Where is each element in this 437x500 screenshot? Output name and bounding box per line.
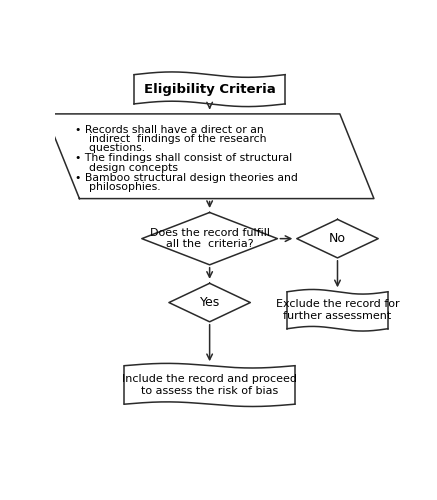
Polygon shape: [169, 284, 250, 322]
Text: • The findings shall consist of structural: • The findings shall consist of structur…: [75, 154, 292, 164]
Text: No: No: [329, 232, 346, 245]
Text: questions.: questions.: [75, 143, 145, 153]
Text: design concepts: design concepts: [75, 162, 178, 172]
Text: Exclude the record for
further assessment: Exclude the record for further assessmen…: [276, 300, 399, 321]
Polygon shape: [142, 212, 277, 265]
Polygon shape: [297, 220, 378, 258]
Text: Yes: Yes: [200, 296, 220, 309]
Text: philosophies.: philosophies.: [75, 182, 160, 192]
Polygon shape: [45, 114, 374, 198]
Text: indirect  findings of the research: indirect findings of the research: [75, 134, 266, 144]
Text: • Bamboo structural design theories and: • Bamboo structural design theories and: [75, 173, 298, 183]
Text: Eligibility Criteria: Eligibility Criteria: [144, 83, 275, 96]
Text: Does the record fulfill
all the  criteria?: Does the record fulfill all the criteria…: [149, 228, 270, 250]
Text: • Records shall have a direct or an: • Records shall have a direct or an: [75, 124, 264, 134]
Text: Include the record and proceed
to assess the risk of bias: Include the record and proceed to assess…: [122, 374, 297, 396]
